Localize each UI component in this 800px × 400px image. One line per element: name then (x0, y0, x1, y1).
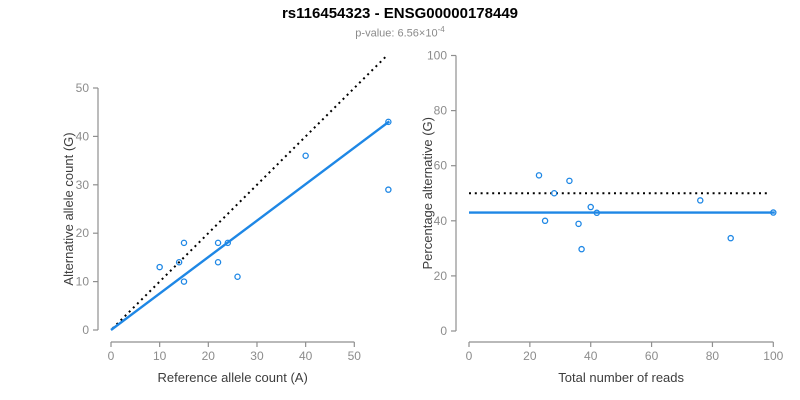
data-point (541, 217, 549, 225)
y-tick-label: 40 (76, 129, 90, 143)
data-point (550, 189, 558, 197)
allele-count-scatter-plot: 0 10 20 30 40 50 0 10 20 30 40 50 Reference allele c… (61, 54, 392, 385)
y-axis-title: Percentage alternative (G) (420, 117, 435, 269)
data-point (593, 209, 601, 217)
data-point (180, 278, 188, 285)
x-axis-title: Reference allele count (A) (157, 370, 307, 385)
data-point (385, 186, 392, 193)
data-point (214, 239, 222, 247)
data-point (587, 203, 594, 211)
data-point (175, 258, 183, 266)
data-point (578, 245, 585, 253)
data-point (770, 209, 777, 216)
x-tick-label: 20 (202, 349, 216, 363)
x-tick-label: 0 (466, 349, 473, 363)
x-tick-label: 60 (645, 349, 659, 363)
data-point (697, 197, 704, 204)
percentage-scatter-plot: 0 20 40 60 80 100 0 20 40 60 80 100 Total number of … (420, 49, 784, 386)
y-tick-label: 30 (76, 178, 90, 192)
identity-line (111, 54, 389, 330)
y-tick-label: 60 (434, 159, 448, 173)
p-value-exponent: -4 (437, 25, 445, 34)
data-point (214, 258, 222, 266)
y-tick-label: 0 (82, 323, 89, 337)
data-point (234, 273, 241, 281)
plot-subtitle: p-value: 6.56×10-4 (0, 25, 800, 40)
y-tick-label: 80 (434, 104, 448, 118)
x-tick-label: 30 (250, 349, 264, 363)
fit-line (110, 120, 391, 331)
data-point (575, 220, 582, 228)
x-tick-label: 0 (108, 349, 115, 363)
y-tick-label: 100 (427, 49, 447, 63)
x-tick-label: 10 (153, 349, 167, 363)
y-tick-label: 50 (76, 81, 90, 95)
data-point (535, 172, 543, 179)
data-point (156, 263, 163, 271)
x-tick-label: 40 (584, 349, 598, 363)
x-tick-label: 20 (523, 349, 537, 363)
y-axis-title: Alternative allele count (G) (61, 132, 76, 285)
data-point (224, 239, 232, 247)
plot-title: rs116454323 - ENSG00000178449 (281, 5, 519, 22)
x-tick-label: 40 (299, 349, 313, 363)
x-tick-label: 50 (348, 349, 362, 363)
y-tick-label: 10 (76, 275, 90, 289)
data-point (727, 234, 734, 242)
y-tick-label: 0 (440, 324, 447, 338)
y-tick-label: 20 (76, 226, 90, 240)
p-value-text: p-value: 6.56×10 (355, 27, 438, 40)
data-point (180, 239, 188, 247)
data-point (566, 177, 573, 185)
data-point (302, 152, 309, 160)
data-point (385, 118, 392, 126)
y-tick-label: 20 (434, 269, 448, 283)
x-axis-title: Total number of reads (558, 370, 684, 385)
y-tick-label: 40 (434, 214, 448, 228)
x-tick-label: 100 (763, 349, 783, 363)
x-tick-label: 80 (706, 349, 720, 363)
